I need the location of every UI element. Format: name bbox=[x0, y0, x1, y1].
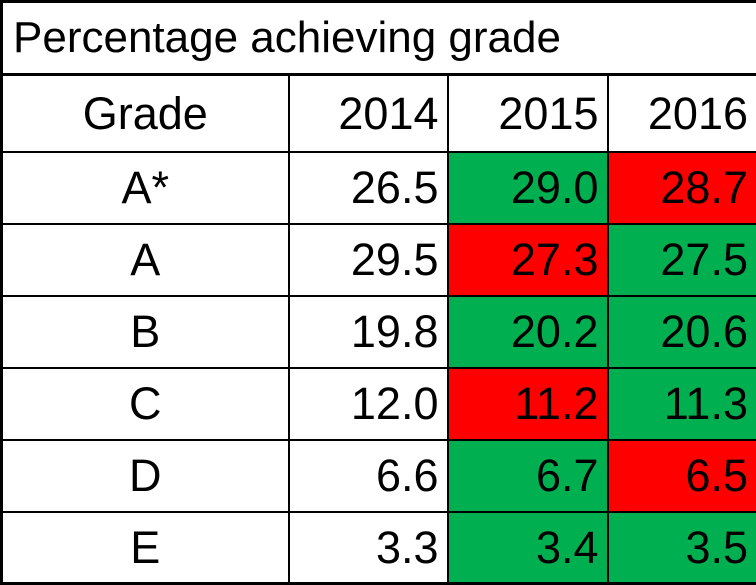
value-cell-2016: 28.7 bbox=[608, 152, 756, 224]
year-column-header-2016: 2016 bbox=[608, 75, 756, 152]
table-title: Percentage achieving grade bbox=[2, 2, 756, 75]
grade-label-cell: A* bbox=[2, 152, 289, 224]
value-cell-2015: 27.3 bbox=[448, 224, 608, 296]
year-column-header-2014: 2014 bbox=[289, 75, 448, 152]
value-cell-2016: 27.5 bbox=[608, 224, 756, 296]
value-cell-2014: 3.3 bbox=[289, 512, 448, 584]
value-cell-2016: 11.3 bbox=[608, 368, 756, 440]
grade-label-cell: E bbox=[2, 512, 289, 584]
value-cell-2016: 20.6 bbox=[608, 296, 756, 368]
grade-label-cell: A bbox=[2, 224, 289, 296]
year-column-header-2015: 2015 bbox=[448, 75, 608, 152]
value-cell-2015: 29.0 bbox=[448, 152, 608, 224]
value-cell-2015: 20.2 bbox=[448, 296, 608, 368]
value-cell-2014: 26.5 bbox=[289, 152, 448, 224]
title-row: Percentage achieving grade bbox=[2, 2, 756, 75]
value-cell-2015: 3.4 bbox=[448, 512, 608, 584]
grade-label-cell: B bbox=[2, 296, 289, 368]
value-cell-2016: 6.5 bbox=[608, 440, 756, 512]
value-cell-2015: 11.2 bbox=[448, 368, 608, 440]
value-cell-2014: 19.8 bbox=[289, 296, 448, 368]
value-cell-2014: 12.0 bbox=[289, 368, 448, 440]
grade-label-cell: D bbox=[2, 440, 289, 512]
grade-column-header: Grade bbox=[2, 75, 289, 152]
value-cell-2014: 29.5 bbox=[289, 224, 448, 296]
grade-label-cell: C bbox=[2, 368, 289, 440]
header-row: Grade 2014 2015 2016 bbox=[2, 75, 756, 152]
value-cell-2014: 6.6 bbox=[289, 440, 448, 512]
value-cell-2015: 6.7 bbox=[448, 440, 608, 512]
value-cell-2016: 3.5 bbox=[608, 512, 756, 584]
